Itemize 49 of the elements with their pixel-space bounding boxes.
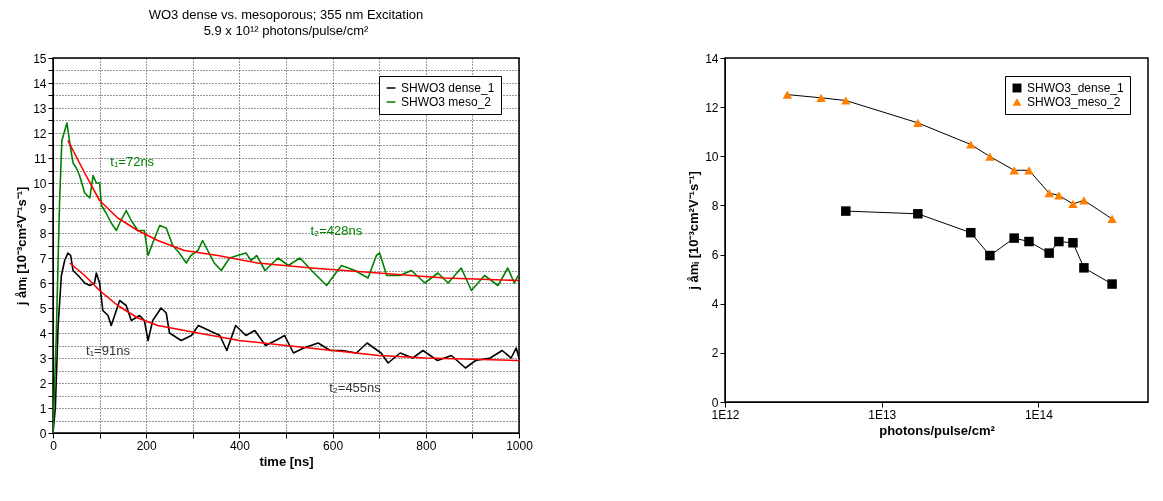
x-tick-label: 800 (416, 438, 437, 453)
y-tick-label: 12 (33, 126, 47, 141)
y-tick-label: 4 (39, 326, 47, 341)
y-tick-label: 10 (705, 149, 719, 164)
x-tick-label: 1E12 (711, 407, 740, 422)
y-tick-label: 12 (705, 100, 719, 115)
y-tick-label: 3 (39, 351, 47, 366)
y-tick-label: 5 (39, 301, 47, 316)
legend-label: SHWO3_dense_1 (1027, 81, 1125, 95)
chart-subtitle: 5.9 x 10¹² photons/pulse/cm² (203, 23, 370, 38)
y-tick-label: 10 (33, 176, 47, 191)
y-tick-label: 6 (711, 248, 719, 263)
y-tick-label: 7 (39, 251, 47, 266)
y-tick-label: 2 (39, 376, 47, 391)
x-tick-label: 1E14 (1024, 407, 1054, 422)
y-axis-title: j åmᵢ [10⁻³cm²V⁻¹s⁻¹] (686, 171, 702, 291)
y-tick-label: 9 (39, 201, 47, 216)
legend-label: SHWO3_meso_2 (1027, 95, 1121, 109)
annotation: t₁=91ns (86, 342, 131, 358)
y-tick-label: 14 (705, 51, 719, 66)
y-tick-label: 0 (39, 426, 47, 441)
y-tick-label: 0 (711, 395, 719, 410)
y-axis-title: j åmᵢ [10⁻³cm²V⁻¹s⁻¹] (14, 186, 30, 307)
x-tick-label: 400 (229, 438, 251, 453)
legend-label: SHWO3 dense_1 (401, 81, 495, 95)
y-tick-label: 15 (33, 51, 47, 66)
y-tick-label: 14 (33, 76, 47, 91)
x-tick-label: 600 (323, 438, 344, 453)
x-axis-title: photons/pulse/cm² (879, 422, 996, 438)
y-tick-label: 8 (39, 226, 47, 241)
y-tick-label: 11 (34, 151, 47, 166)
y-tick-label: 1 (39, 401, 47, 416)
y-tick-label: 2 (711, 346, 719, 361)
y-tick-label: 4 (711, 297, 719, 312)
chart-title: WO3 dense vs. mesoporous; 355 nm Excitation (148, 7, 424, 22)
line-series (67, 139, 519, 282)
annotation: t₂=428ns (310, 222, 363, 238)
y-tick-label: 6 (39, 276, 47, 291)
x-tick-label: 0 (50, 438, 58, 453)
x-tick-label: 200 (136, 438, 158, 453)
x-tick-label: 1000 (506, 438, 534, 453)
x-tick-label: 1E13 (868, 407, 897, 422)
line-series (68, 262, 519, 362)
legend-label: SHWO3 meso_2 (401, 95, 492, 109)
x-axis-title: time [ns] (259, 453, 314, 469)
y-tick-label: 13 (33, 101, 47, 116)
annotation: t₂=455ns (329, 380, 382, 395)
annotation: t₁=72ns (110, 153, 155, 169)
y-tick-label: 8 (711, 198, 719, 213)
